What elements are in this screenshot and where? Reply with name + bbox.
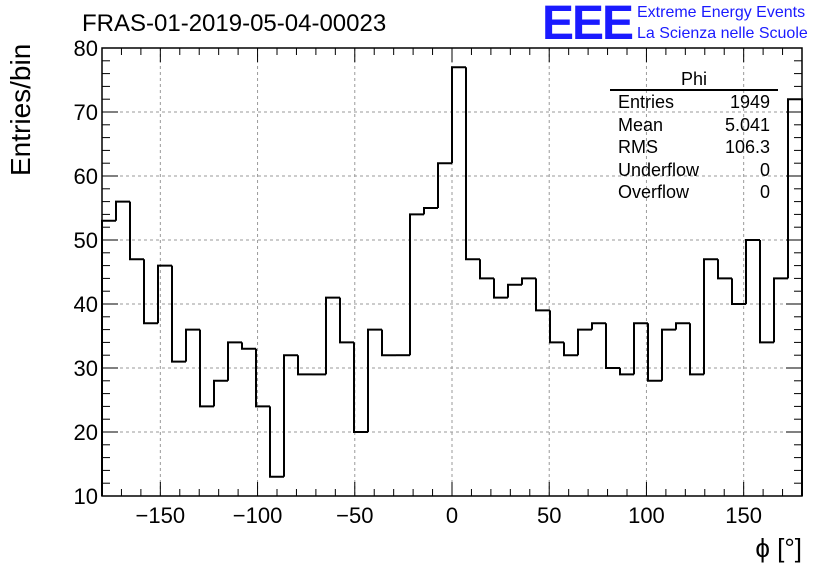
brand-line-1: Extreme Energy Events xyxy=(637,4,806,21)
histogram-bin xyxy=(479,259,494,280)
brand-line-2: La Scienza nelle Scuole xyxy=(637,25,808,42)
histogram-bin xyxy=(213,379,228,407)
stats-label: RMS xyxy=(618,137,658,157)
histogram-bin xyxy=(353,342,368,433)
stats-row-mean: Mean 5.041 xyxy=(610,114,778,137)
histogram-bin xyxy=(605,323,620,369)
histogram-bin xyxy=(689,323,704,376)
histogram-bin xyxy=(227,341,242,381)
histogram-bin xyxy=(731,278,746,305)
y-tick-label: 30 xyxy=(74,356,98,381)
histogram-bin xyxy=(325,296,340,375)
histogram-bin xyxy=(549,310,564,344)
y-tick-label: 50 xyxy=(74,228,98,253)
x-tick-label: 0 xyxy=(446,503,458,528)
histogram-bin xyxy=(703,258,718,375)
histogram-bin xyxy=(563,342,578,357)
y-tick-label: 20 xyxy=(74,420,98,445)
histogram-bin xyxy=(521,277,536,285)
histogram-bin xyxy=(297,355,312,376)
stats-value: 5.041 xyxy=(724,114,770,135)
ticks-layer xyxy=(102,47,802,497)
stats-box: Phi Entries 1949 Mean 5.041 RMS 106.3 Un… xyxy=(610,70,778,204)
histogram-bin xyxy=(269,406,284,478)
histogram-bin xyxy=(647,323,662,382)
histogram-bin xyxy=(255,348,270,408)
tick-labels-layer: −150 −100 −50 0 50 100 150 10 20 30 40 50 60 70 80 xyxy=(74,36,763,528)
x-tick-label: −150 xyxy=(136,503,186,528)
histogram-bin xyxy=(745,239,760,304)
histogram-bin xyxy=(171,265,186,363)
stats-row-overflow: Overflow 0 xyxy=(610,181,778,204)
stats-title: Phi xyxy=(610,70,778,91)
histogram-bin xyxy=(101,219,116,496)
histogram-bin xyxy=(535,278,550,312)
stats-row-underflow: Underflow 0 xyxy=(610,159,778,182)
histogram-bin xyxy=(283,354,298,477)
histogram-bin xyxy=(759,240,774,344)
histogram-bin xyxy=(493,278,508,299)
stats-label: Entries xyxy=(618,92,675,112)
histogram-bin xyxy=(129,201,144,261)
histogram-bin xyxy=(115,200,130,221)
eee-logo: EEE xyxy=(542,0,634,50)
histogram-bin xyxy=(143,259,158,325)
histogram-bin xyxy=(787,98,803,496)
histogram-bin xyxy=(661,328,676,381)
histogram-bin xyxy=(591,322,606,330)
stats-label: Underflow xyxy=(618,159,700,180)
x-tick-label: 100 xyxy=(628,503,665,528)
stats-value: 1949 xyxy=(729,92,770,112)
histogram-bin xyxy=(367,328,382,432)
histogram-bin xyxy=(339,297,354,344)
stats-value: 0 xyxy=(759,182,770,202)
histogram-bin xyxy=(381,329,396,357)
histogram-bin xyxy=(451,66,466,164)
y-tick-label: 40 xyxy=(74,292,98,317)
stats-row-entries: Entries 1949 xyxy=(610,91,778,114)
chart-title: FRAS-01-2019-05-04-00023 xyxy=(82,10,387,37)
histogram-bin xyxy=(423,207,438,215)
stats-label: Overflow xyxy=(618,182,690,202)
histogram-bin xyxy=(577,328,592,356)
x-tick-label: 150 xyxy=(725,503,762,528)
x-tick-label: −50 xyxy=(336,503,373,528)
histogram-bin xyxy=(773,277,788,343)
y-axis-label: Entries/bin xyxy=(5,43,36,176)
stats-value: 0 xyxy=(759,159,770,180)
y-tick-label: 70 xyxy=(74,100,98,125)
histogram-bin xyxy=(185,328,200,362)
histogram-bin xyxy=(409,213,424,356)
histogram-bin xyxy=(619,368,634,376)
histogram-bin xyxy=(437,162,452,208)
stats-row-rms: RMS 106.3 xyxy=(610,136,778,159)
histogram-bin xyxy=(465,67,480,261)
histogram-bin xyxy=(633,322,648,375)
stats-label: Mean xyxy=(618,114,664,135)
histogram-bin xyxy=(675,322,690,330)
histogram-bin xyxy=(717,259,732,280)
histogram-bin xyxy=(157,264,172,324)
histogram-bin xyxy=(241,342,256,350)
histogram-bin xyxy=(199,329,214,408)
y-tick-label: 60 xyxy=(74,164,98,189)
x-tick-label: −100 xyxy=(233,503,283,528)
histogram-bin xyxy=(507,283,522,298)
y-tick-label: 80 xyxy=(74,36,98,61)
x-tick-label: 50 xyxy=(537,503,561,528)
y-tick-label: 10 xyxy=(74,484,98,509)
x-axis-label: ϕ [°] xyxy=(755,533,802,563)
stats-value: 106.3 xyxy=(724,137,770,157)
